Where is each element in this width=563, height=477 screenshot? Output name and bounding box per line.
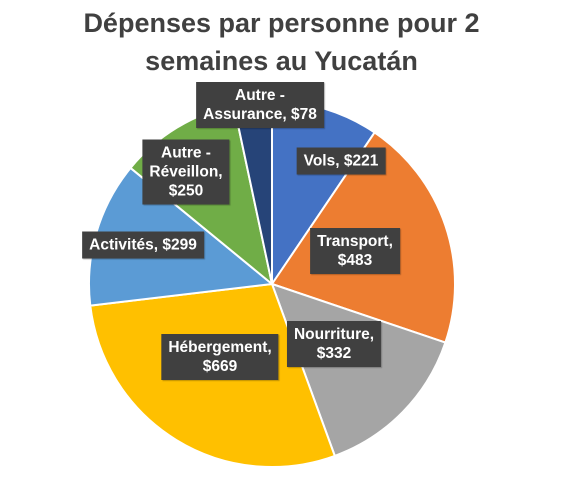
data-label-3: Hébergement, $669 <box>161 334 279 380</box>
data-label-4: Activités, $299 <box>82 231 204 259</box>
data-label-2-line-1: $332 <box>316 345 352 362</box>
chart-title-line-2: semaines au Yucatán <box>145 46 418 76</box>
data-label-2-line-0: Nourriture, <box>293 326 375 343</box>
data-label-5-line-0: Autre - <box>161 144 211 162</box>
data-label-1-line-1: $483 <box>337 252 373 269</box>
chart-title: Dépenses par personne pour 2 semaines au… <box>0 4 563 80</box>
data-label-4-line-0: Activités, $299 <box>89 236 197 254</box>
data-label-1-line-0: Transport, <box>317 233 393 250</box>
data-label-0-line-0: Vols, $221 <box>303 152 379 170</box>
data-label-0: Vols, $221 <box>296 147 386 175</box>
data-label-3-line-1: $669 <box>202 358 238 375</box>
data-label-5: Autre - Réveillon, $250 <box>142 139 230 205</box>
data-label-6-line-0: Autre - <box>235 87 285 104</box>
data-label-5-line-1: Réveillon, <box>149 163 223 181</box>
data-label-6: Autre - Assurance, $78 <box>196 82 324 128</box>
data-label-6-line-1: Assurance, $78 <box>203 106 317 123</box>
chart-title-line-1: Dépenses par personne pour 2 <box>83 8 480 38</box>
data-label-3-line-0: Hébergement, <box>168 339 272 356</box>
data-label-1: Transport, $483 <box>310 228 400 274</box>
data-label-5-line-2: $250 <box>168 182 204 200</box>
data-label-2: Nourriture, $332 <box>286 321 382 367</box>
